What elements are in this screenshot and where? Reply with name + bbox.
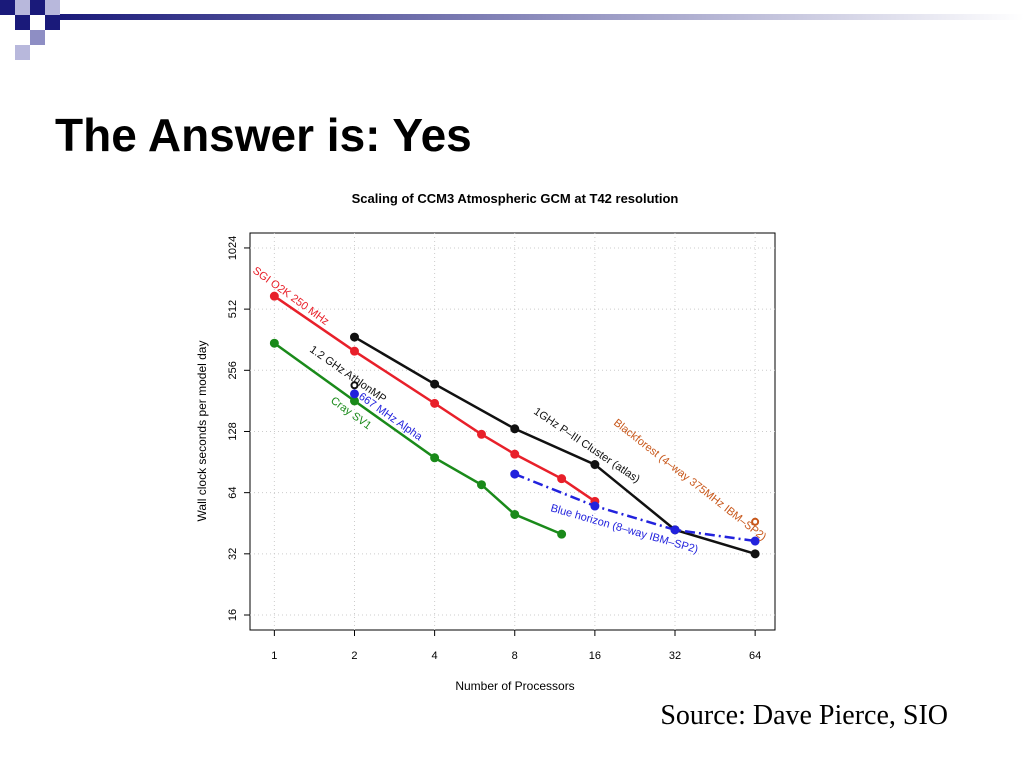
data-point (510, 424, 520, 434)
data-point (510, 509, 520, 519)
y-tick-label: 1024 (227, 236, 239, 260)
series-label: SGI O2K 250 MHz (250, 265, 331, 328)
data-point (430, 453, 440, 463)
x-tick-label: 1 (271, 650, 277, 662)
data-point (510, 449, 520, 459)
data-point (510, 469, 520, 479)
slide-decoration (0, 0, 1024, 60)
x-tick-label: 4 (432, 650, 438, 662)
data-point (557, 529, 567, 539)
series-line (514, 472, 756, 543)
x-tick-label: 64 (749, 650, 761, 662)
source-note: Source: Dave Pierce, SIO (660, 700, 948, 731)
data-point (750, 549, 760, 559)
series-line (273, 342, 563, 536)
data-point (349, 332, 359, 342)
data-point (590, 501, 600, 511)
y-tick-label: 512 (227, 300, 239, 318)
data-point (350, 381, 359, 390)
data-point (349, 346, 359, 356)
data-point (430, 398, 440, 408)
x-tick-label: 16 (589, 650, 601, 662)
y-tick-label: 16 (227, 609, 239, 621)
data-point (557, 474, 567, 484)
x-tick-label: 32 (669, 650, 681, 662)
series-label: 1GHz P–III Cluster (atlas) (531, 406, 642, 486)
data-point (590, 460, 600, 470)
data-point (349, 389, 359, 399)
series-line (273, 295, 596, 503)
y-tick-label: 32 (227, 548, 239, 560)
data-point (751, 517, 760, 526)
y-tick-label: 64 (227, 487, 239, 499)
data-point (476, 480, 486, 490)
y-tick-label: 128 (227, 422, 239, 440)
data-point (670, 525, 680, 535)
series-line (353, 336, 756, 556)
x-tick-label: 2 (351, 650, 357, 662)
data-point (750, 536, 760, 546)
y-tick-label: 256 (227, 361, 239, 379)
data-point (269, 338, 279, 348)
x-axis-label: Number of Processors (455, 679, 574, 693)
data-point (430, 379, 440, 389)
data-point (476, 429, 486, 439)
slide-title: The Answer is: Yes (55, 109, 472, 161)
y-axis-label: Wall clock seconds per model day (195, 341, 209, 522)
data-point (269, 291, 279, 301)
x-tick-label: 8 (512, 650, 518, 662)
chart-title: Scaling of CCM3 Atmospheric GCM at T42 r… (352, 191, 679, 206)
